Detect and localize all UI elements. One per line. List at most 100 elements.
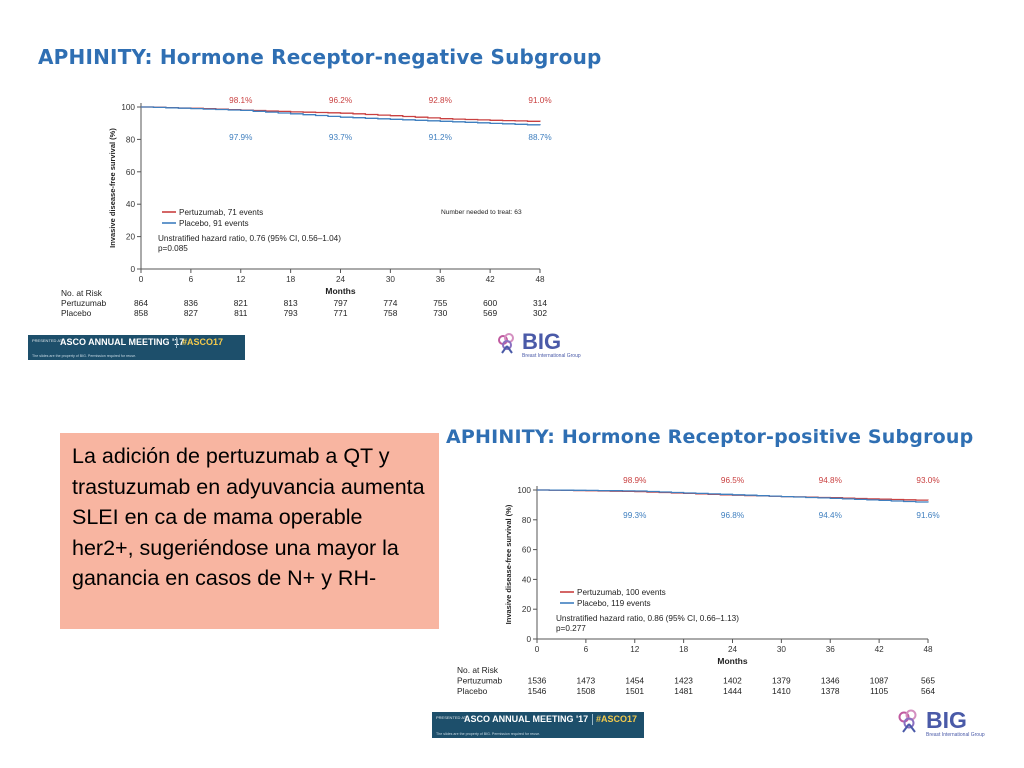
placebo-rate-label: 93.7% [329,133,352,142]
placebo-rate-label: 91.6% [916,511,939,520]
y-tick-label: 60 [522,546,532,555]
y-tick-label: 60 [126,168,136,177]
x-tick-label: 0 [139,275,144,284]
hr-negative-panel: APHINITY: Hormone Receptor-negative Subg… [27,33,601,363]
x-axis-label: Months [325,286,355,296]
risk-cell: 564 [921,686,935,696]
placebo-curve [141,106,541,126]
pertuzumab-rate-label: 91.0% [528,96,551,105]
hazard-ratio-text: Unstratified hazard ratio, 0.76 (95% CI,… [158,234,341,243]
risk-row-label: Pertuzumab [61,298,106,308]
risk-cell: 793 [284,308,298,318]
pertuzumab-rate-label: 94.8% [819,476,842,485]
big-logo-subtitle: Breast International Group [926,732,985,738]
risk-cell: 755 [433,298,447,308]
y-tick-label: 20 [126,233,136,242]
risk-cell: 1087 [870,676,889,686]
x-tick-label: 0 [535,645,540,654]
asco-meeting-label: ASCO ANNUAL MEETING '17 [464,714,589,724]
risk-cell: 811 [234,308,248,318]
big-logo-subtitle: Breast International Group [522,353,581,359]
p-value-text: p=0.085 [158,244,188,253]
placebo-rate-label: 88.7% [528,133,551,142]
risk-cell: 1444 [723,686,742,696]
big-logo: BIG Breast International Group [495,328,595,360]
risk-cell: 1536 [528,676,547,686]
x-tick-label: 24 [728,645,738,654]
placebo-rate-label: 91.2% [429,133,452,142]
y-axis-label: Invasive disease-free survival (%) [108,128,117,248]
risk-cell: 827 [184,308,198,318]
big-logo-text: BIG [926,707,967,733]
risk-cell: 774 [383,298,397,308]
placebo-rate-label: 96.8% [721,511,744,520]
risk-cell: 1508 [577,686,596,696]
reuse-notice: The slides are the property of BIG. Perm… [436,732,541,736]
pertuzumab-rate-label: 96.2% [329,96,352,105]
risk-row-label: Pertuzumab [457,676,502,686]
y-tick-label: 20 [522,605,532,614]
x-tick-label: 24 [336,275,346,284]
hr-negative-km-chart: 0 20 40 60 80 100 0 6 12 18 24 30 36 42 48 Months Invasi… [61,96,552,318]
risk-cell: 730 [433,308,447,318]
x-tick-label: 30 [386,275,396,284]
y-tick-label: 80 [126,135,136,144]
risk-cell: 314 [533,298,547,308]
y-tick-label: 0 [526,635,531,644]
conclusion-note: La adición de pertuzumab a QT y trastuzu… [60,433,439,629]
hr-negative-title: APHINITY: Hormone Receptor-negative Subg… [38,45,602,69]
pertuzumab-rate-label: 92.8% [429,96,452,105]
risk-cell: 1402 [723,676,742,686]
hazard-ratio-text: Unstratified hazard ratio, 0.86 (95% CI,… [556,614,739,623]
x-tick-label: 30 [777,645,787,654]
y-tick-label: 0 [130,265,135,274]
x-tick-label: 48 [923,645,933,654]
banner-divider [176,337,177,348]
y-tick-label: 40 [126,200,136,209]
risk-cell: 569 [483,308,497,318]
big-logo: BIG Breast International Group [896,706,996,740]
asco-hashtag: #ASCO17 [596,714,638,724]
hr-positive-title: APHINITY: Hormone Receptor-positive Subg… [446,426,974,448]
y-tick-label: 100 [517,486,531,495]
risk-table-header: No. at Risk [457,665,499,675]
legend-label: Placebo, 119 events [577,599,651,608]
risk-cell: 1378 [821,686,840,696]
x-tick-label: 6 [189,275,194,284]
x-tick-label: 6 [584,645,589,654]
placebo-rate-label: 94.4% [819,511,842,520]
risk-cell: 821 [234,298,248,308]
risk-cell: 1546 [528,686,547,696]
asco-banner: PRESENTED AT: ASCO ANNUAL MEETING '17 #A… [28,335,245,360]
risk-cell: 565 [921,676,935,686]
x-tick-label: 42 [486,275,496,284]
legend-label: Pertuzumab, 100 events [577,588,666,597]
big-logo-text: BIG [522,329,562,354]
risk-cell: 864 [134,298,148,308]
x-tick-label: 18 [679,645,689,654]
risk-cell: 758 [383,308,397,318]
presented-at-label: PRESENTED AT: [436,715,467,720]
x-tick-label: 36 [826,645,836,654]
risk-cell: 302 [533,308,547,318]
placebo-rate-label: 97.9% [229,133,252,142]
risk-cell: 1481 [674,686,693,696]
nnt-text: Number needed to treat: 63 [441,209,522,216]
presented-at-label: PRESENTED AT: [32,338,63,343]
x-tick-label: 12 [236,275,246,284]
risk-cell: 813 [284,298,298,308]
ribbon-flower-icon [498,333,514,354]
risk-row-label: Placebo [457,686,488,696]
hr-positive-panel: APHINITY: Hormone Receptor-positive Subg… [430,414,1000,744]
ribbon-flower-icon [898,709,917,733]
x-tick-label: 12 [630,645,640,654]
y-tick-label: 80 [522,516,532,525]
risk-cell: 858 [134,308,148,318]
risk-cell: 1410 [772,686,791,696]
risk-row-label: Placebo [61,308,92,318]
y-tick-label: 40 [522,575,532,584]
risk-cell: 771 [334,308,348,318]
pertuzumab-rate-label: 96.5% [721,476,744,485]
reuse-notice: The slides are the property of BIG. Perm… [32,354,137,358]
risk-cell: 1105 [870,686,888,696]
